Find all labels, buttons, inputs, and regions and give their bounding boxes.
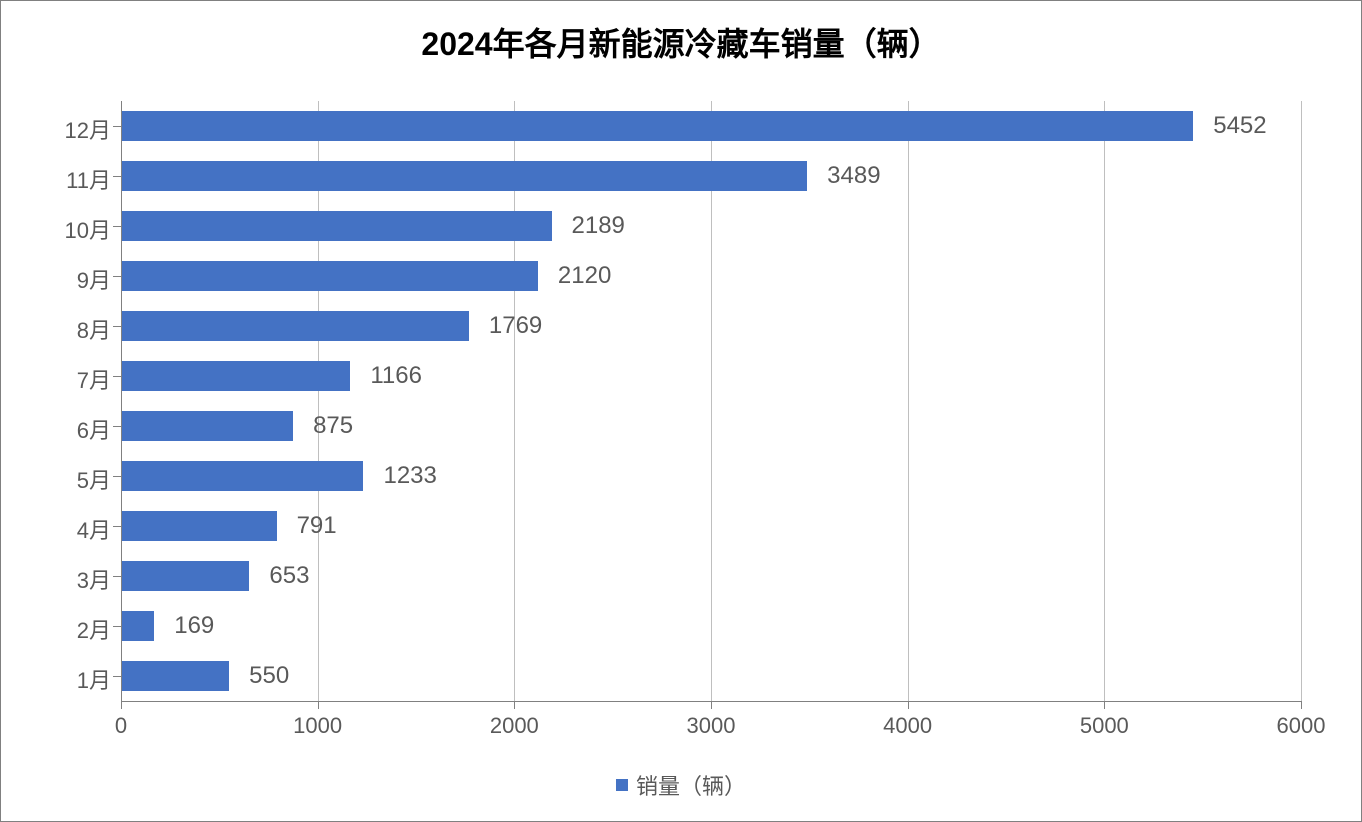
chart-title: 2024年各月新能源冷藏车销量（辆） xyxy=(1,1,1361,65)
bar-value-label: 875 xyxy=(313,412,353,440)
bar-value-label: 1769 xyxy=(489,312,542,340)
bar-value-label: 2189 xyxy=(572,212,625,240)
y-axis-label: 8月 xyxy=(11,313,111,345)
y-axis-label: 4月 xyxy=(11,513,111,545)
bar xyxy=(121,461,363,491)
y-tick xyxy=(113,176,121,177)
bar-value-label: 1233 xyxy=(383,462,436,490)
y-tick xyxy=(113,676,121,677)
bar xyxy=(121,511,277,541)
y-tick xyxy=(113,376,121,377)
y-tick xyxy=(113,476,121,477)
y-axis-label: 3月 xyxy=(11,563,111,595)
bar-value-label: 5452 xyxy=(1213,112,1266,140)
gridline xyxy=(1301,101,1302,701)
y-axis-line xyxy=(121,101,122,701)
plot-area: 550 169 653 791 1233 875 1166 1769 2120 2189 3489 5… xyxy=(121,101,1301,701)
y-axis-label: 12月 xyxy=(11,113,111,145)
y-tick xyxy=(113,276,121,277)
y-axis-label: 10月 xyxy=(11,213,111,245)
y-tick xyxy=(113,226,121,227)
bar-value-label: 1166 xyxy=(370,362,422,390)
y-axis-label: 5月 xyxy=(11,463,111,495)
y-tick xyxy=(113,526,121,527)
legend-marker xyxy=(616,779,628,791)
x-axis-label: 4000 xyxy=(883,713,932,739)
y-tick xyxy=(113,426,121,427)
y-axis-label: 2月 xyxy=(11,613,111,645)
bar-value-label: 550 xyxy=(249,662,289,690)
x-axis-label: 5000 xyxy=(1080,713,1129,739)
x-axis-line xyxy=(121,701,1301,702)
bar-value-label: 169 xyxy=(174,612,214,640)
y-tick xyxy=(113,326,121,327)
bar-value-label: 2120 xyxy=(558,262,611,290)
bar xyxy=(121,211,552,241)
x-axis-label: 2000 xyxy=(490,713,539,739)
gridline xyxy=(514,101,515,701)
x-tick xyxy=(1104,701,1105,709)
x-tick xyxy=(1301,701,1302,709)
bar xyxy=(121,361,350,391)
bar xyxy=(121,161,807,191)
x-axis-label: 1000 xyxy=(293,713,342,739)
y-axis-label: 9月 xyxy=(11,263,111,295)
y-tick xyxy=(113,626,121,627)
y-axis-label: 1月 xyxy=(11,663,111,695)
x-axis-label: 6000 xyxy=(1277,713,1326,739)
bar-value-label: 3489 xyxy=(827,162,880,190)
legend: 销量（辆） xyxy=(616,769,746,801)
x-tick xyxy=(711,701,712,709)
x-axis-label: 3000 xyxy=(687,713,736,739)
x-axis-label: 0 xyxy=(115,713,127,739)
bar xyxy=(121,311,469,341)
bar-value-label: 791 xyxy=(297,512,337,540)
x-tick xyxy=(514,701,515,709)
bar xyxy=(121,411,293,441)
y-tick xyxy=(113,126,121,127)
chart-container: 2024年各月新能源冷藏车销量（辆） 550 169 653 791 1233 875 11… xyxy=(0,0,1362,822)
x-tick xyxy=(318,701,319,709)
bar xyxy=(121,261,538,291)
y-axis-label: 6月 xyxy=(11,413,111,445)
bar xyxy=(121,561,249,591)
legend-label: 销量（辆） xyxy=(636,769,746,801)
bar xyxy=(121,661,229,691)
x-tick xyxy=(121,701,122,709)
bar xyxy=(121,111,1193,141)
y-axis-label: 11月 xyxy=(11,163,111,195)
gridline xyxy=(908,101,909,701)
y-tick xyxy=(113,576,121,577)
bar xyxy=(121,611,154,641)
gridline xyxy=(1104,101,1105,701)
y-axis-label: 7月 xyxy=(11,363,111,395)
gridline xyxy=(711,101,712,701)
x-tick xyxy=(908,701,909,709)
bar-value-label: 653 xyxy=(269,562,309,590)
gridline xyxy=(318,101,319,701)
